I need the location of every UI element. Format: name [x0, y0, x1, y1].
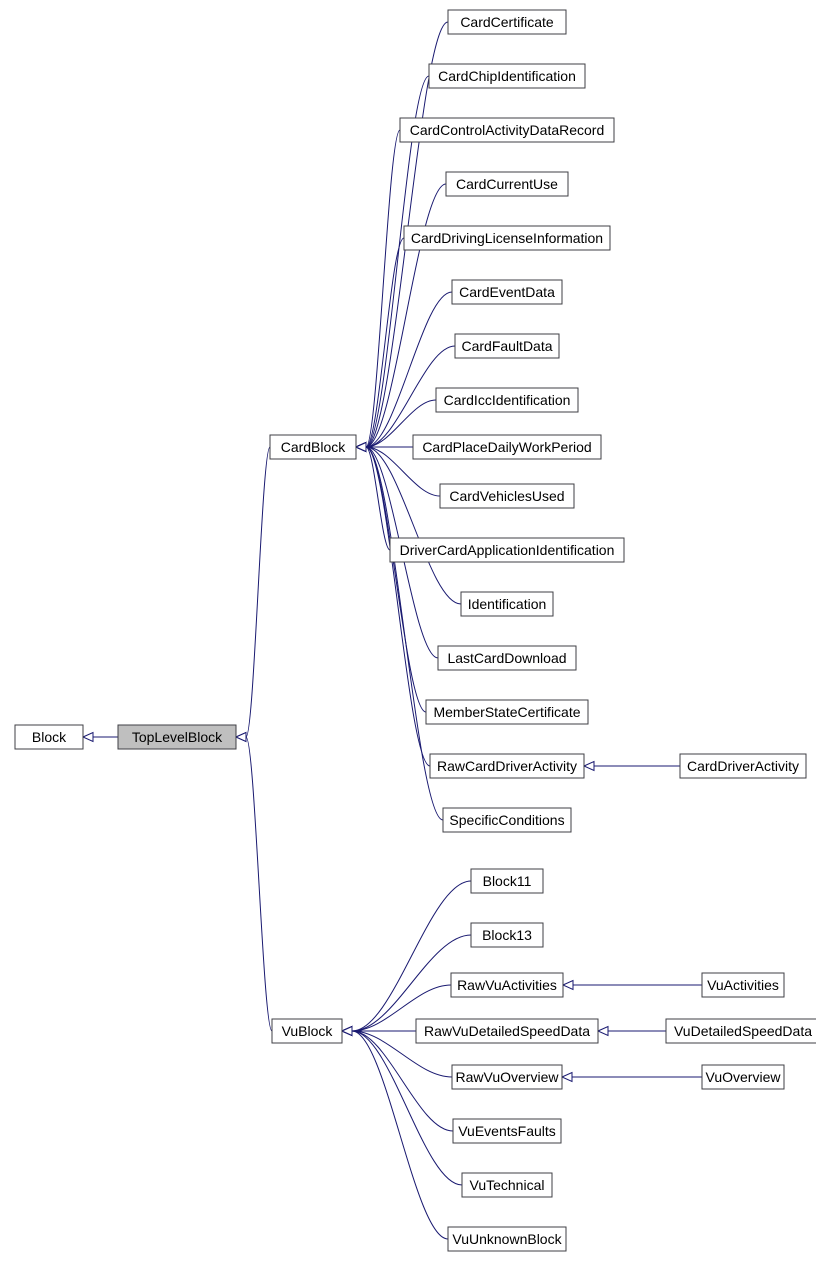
- class-node-label: CardDriverActivity: [687, 758, 799, 774]
- arrowhead-icon: [563, 981, 573, 990]
- edge: [246, 737, 272, 1031]
- class-node-label: TopLevelBlock: [132, 729, 223, 745]
- class-node[interactable]: CardPlaceDailyWorkPeriod: [413, 435, 601, 459]
- class-node[interactable]: CardControlActivityDataRecord: [400, 118, 614, 142]
- class-node-label: VuTechnical: [470, 1177, 545, 1193]
- edge: [352, 1031, 462, 1185]
- edge: [352, 1031, 453, 1131]
- arrowhead-icon: [356, 443, 366, 452]
- class-node[interactable]: VuActivities: [702, 973, 784, 997]
- class-node-label: CardControlActivityDataRecord: [410, 122, 605, 138]
- class-node-label: CardIccIdentification: [444, 392, 571, 408]
- class-node[interactable]: Block11: [471, 869, 543, 893]
- class-node-label: CardEventData: [459, 284, 555, 300]
- edge: [366, 238, 404, 447]
- class-node[interactable]: CardChipIdentification: [429, 64, 585, 88]
- class-node-label: RawVuActivities: [457, 977, 557, 993]
- arrowhead-icon: [236, 733, 246, 742]
- class-node-label: LastCardDownload: [447, 650, 566, 666]
- class-node[interactable]: SpecificConditions: [443, 808, 571, 832]
- class-node[interactable]: CardFaultData: [455, 334, 559, 358]
- class-node[interactable]: VuDetailedSpeedData: [666, 1019, 816, 1043]
- class-node[interactable]: CardDrivingLicenseInformation: [404, 226, 610, 250]
- edge: [366, 447, 430, 766]
- class-node[interactable]: Block: [15, 725, 83, 749]
- class-node[interactable]: VuBlock: [272, 1019, 342, 1043]
- class-node[interactable]: RawCardDriverActivity: [430, 754, 584, 778]
- class-node[interactable]: CardCurrentUse: [446, 172, 568, 196]
- class-node[interactable]: MemberStateCertificate: [426, 700, 588, 724]
- class-node[interactable]: CardEventData: [452, 280, 562, 304]
- class-node-label: CardDrivingLicenseInformation: [411, 230, 603, 246]
- class-node[interactable]: CardVehiclesUsed: [440, 484, 574, 508]
- class-node-label: VuBlock: [282, 1023, 334, 1039]
- class-node-label: MemberStateCertificate: [433, 704, 580, 720]
- edge: [352, 881, 471, 1031]
- class-node-label: CardVehiclesUsed: [449, 488, 564, 504]
- arrowhead-icon: [598, 1027, 608, 1036]
- class-node-label: RawVuDetailedSpeedData: [424, 1023, 590, 1039]
- edge: [246, 447, 270, 737]
- class-node[interactable]: DriverCardApplicationIdentification: [390, 538, 624, 562]
- edge: [366, 184, 446, 447]
- class-node-label: CardCurrentUse: [456, 176, 558, 192]
- edges-layer: [83, 22, 702, 1239]
- class-node[interactable]: Identification: [461, 592, 553, 616]
- class-node[interactable]: TopLevelBlock: [118, 725, 236, 749]
- class-node[interactable]: VuOverview: [702, 1065, 784, 1089]
- arrowhead-icon: [83, 733, 93, 742]
- class-node-label: VuEventsFaults: [458, 1123, 556, 1139]
- arrowhead-icon: [562, 1073, 572, 1082]
- edge: [366, 447, 461, 604]
- class-node[interactable]: CardBlock: [270, 435, 356, 459]
- nodes-layer: Block TopLevelBlock CardBlock CardCertifica…: [15, 10, 816, 1251]
- edge: [352, 1031, 448, 1239]
- class-node[interactable]: RawVuOverview: [452, 1065, 562, 1089]
- class-node[interactable]: LastCardDownload: [438, 646, 576, 670]
- class-node[interactable]: Block13: [471, 923, 543, 947]
- class-node-label: SpecificConditions: [449, 812, 564, 828]
- class-node-label: Identification: [468, 596, 547, 612]
- arrowhead-icon: [584, 762, 594, 771]
- class-node-label: RawCardDriverActivity: [437, 758, 577, 774]
- edge: [366, 447, 426, 712]
- arrowhead-icon: [342, 1027, 352, 1036]
- class-node-label: RawVuOverview: [456, 1069, 560, 1085]
- class-node-label: CardCertificate: [460, 14, 554, 30]
- class-node-label: CardPlaceDailyWorkPeriod: [422, 439, 591, 455]
- class-node-label: CardBlock: [281, 439, 347, 455]
- class-node[interactable]: RawVuDetailedSpeedData: [416, 1019, 598, 1043]
- class-node[interactable]: VuTechnical: [462, 1173, 552, 1197]
- class-node-label: VuActivities: [707, 977, 779, 993]
- class-node-label: CardFaultData: [461, 338, 552, 354]
- class-node[interactable]: CardDriverActivity: [680, 754, 806, 778]
- class-node-label: VuOverview: [706, 1069, 782, 1085]
- class-node[interactable]: CardCertificate: [448, 10, 566, 34]
- class-node[interactable]: CardIccIdentification: [436, 388, 578, 412]
- class-node-label: Block13: [482, 927, 532, 943]
- inheritance-diagram: Block TopLevelBlock CardBlock CardCertifica…: [0, 0, 816, 1267]
- class-node[interactable]: VuEventsFaults: [453, 1119, 561, 1143]
- class-node-label: DriverCardApplicationIdentification: [400, 542, 615, 558]
- class-node-label: VuDetailedSpeedData: [674, 1023, 812, 1039]
- edge: [366, 292, 452, 447]
- class-node-label: Block11: [483, 873, 532, 889]
- class-node-label: CardChipIdentification: [438, 68, 576, 84]
- class-node-label: Block: [32, 729, 67, 745]
- class-node-label: VuUnknownBlock: [452, 1231, 562, 1247]
- class-node[interactable]: RawVuActivities: [451, 973, 563, 997]
- class-node[interactable]: VuUnknownBlock: [448, 1227, 566, 1251]
